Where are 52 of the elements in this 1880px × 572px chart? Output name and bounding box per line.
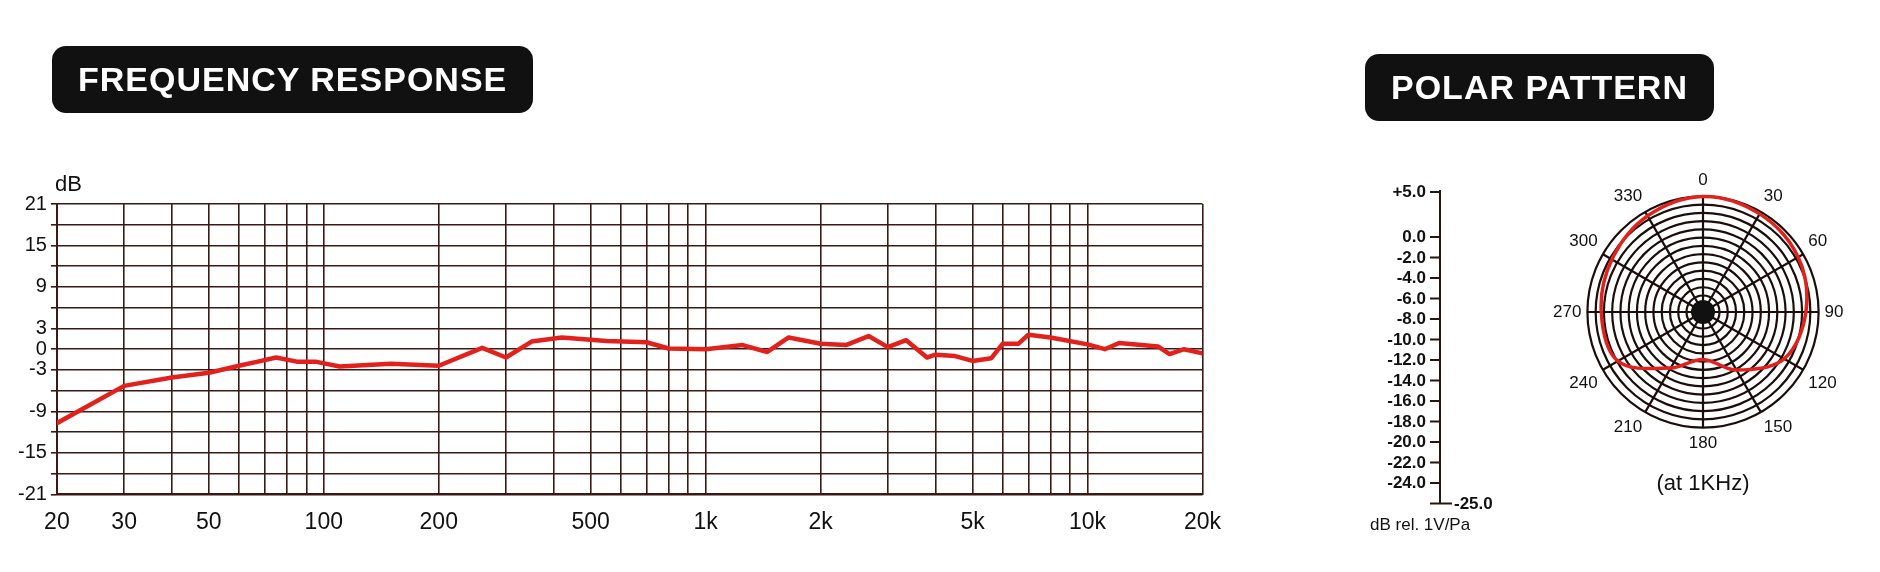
spoke-label: 300 (1569, 230, 1598, 250)
spoke-label: 120 (1808, 372, 1837, 392)
text: -25.0 (1454, 493, 1493, 513)
text: -14.0 (1387, 370, 1426, 390)
text: -22.0 (1387, 452, 1426, 472)
spoke-label: 270 (1553, 301, 1582, 321)
y-tick-label: -15 (18, 440, 47, 463)
y-tick-label: 0 (35, 336, 47, 359)
x-tick-label: 100 (304, 507, 343, 534)
chart-title: FREQUENCY RESPONSE (52, 46, 534, 113)
text: -12.0 (1387, 350, 1426, 369)
x-tick-label: 50 (196, 507, 222, 534)
y-tick-label: -9 (29, 398, 47, 421)
x-tick-label: 200 (419, 507, 458, 534)
x-tick-label: 500 (571, 507, 610, 534)
x-tick-label: 1k (693, 507, 719, 534)
spoke-label: 180 (1688, 433, 1718, 453)
y-tick-label: 21 (24, 191, 47, 214)
text: +5.0 (1392, 182, 1426, 201)
text: -2.0 (1396, 247, 1426, 267)
text: (at 1KHz) (1656, 469, 1750, 495)
x-tick-label: 2k (808, 507, 834, 534)
y-tick-label: 15 (24, 233, 47, 255)
text: -4.0 (1396, 268, 1426, 287)
text: -18.0 (1387, 411, 1426, 431)
text: -10.0 (1387, 329, 1426, 349)
text: 0.0 (1402, 227, 1426, 246)
spoke-label: 240 (1569, 372, 1598, 392)
x-tick-label: 20 (44, 507, 70, 534)
spoke-label: 150 (1763, 417, 1793, 437)
spoke-label: 30 (1763, 186, 1783, 206)
y-tick-label: -3 (29, 357, 47, 380)
chart-title: POLAR PATTERN (1365, 54, 1714, 121)
x-tick-label: 5k (960, 507, 986, 534)
text: -20.0 (1387, 432, 1426, 451)
text: -8.0 (1396, 309, 1426, 328)
text: -16.0 (1387, 391, 1426, 410)
spoke-label: 90 (1824, 301, 1844, 321)
spoke-label: 330 (1613, 186, 1643, 206)
spoke-label: 210 (1613, 417, 1643, 437)
text: -24.0 (1387, 473, 1426, 492)
text: dB rel. 1V/Pa (1370, 515, 1471, 535)
y-tick-label: 3 (35, 315, 47, 338)
spoke-label: 0 (1698, 169, 1708, 189)
x-tick-label: 10k (1068, 507, 1107, 534)
x-tick-label: 20k (1183, 507, 1222, 534)
y-tick-label: -21 (18, 481, 47, 504)
y-tick-label: 9 (35, 274, 47, 297)
text: -6.0 (1396, 288, 1426, 308)
y-axis-title: dB (54, 171, 82, 197)
x-tick-label: 30 (111, 507, 137, 534)
spoke-label: 60 (1808, 230, 1828, 250)
